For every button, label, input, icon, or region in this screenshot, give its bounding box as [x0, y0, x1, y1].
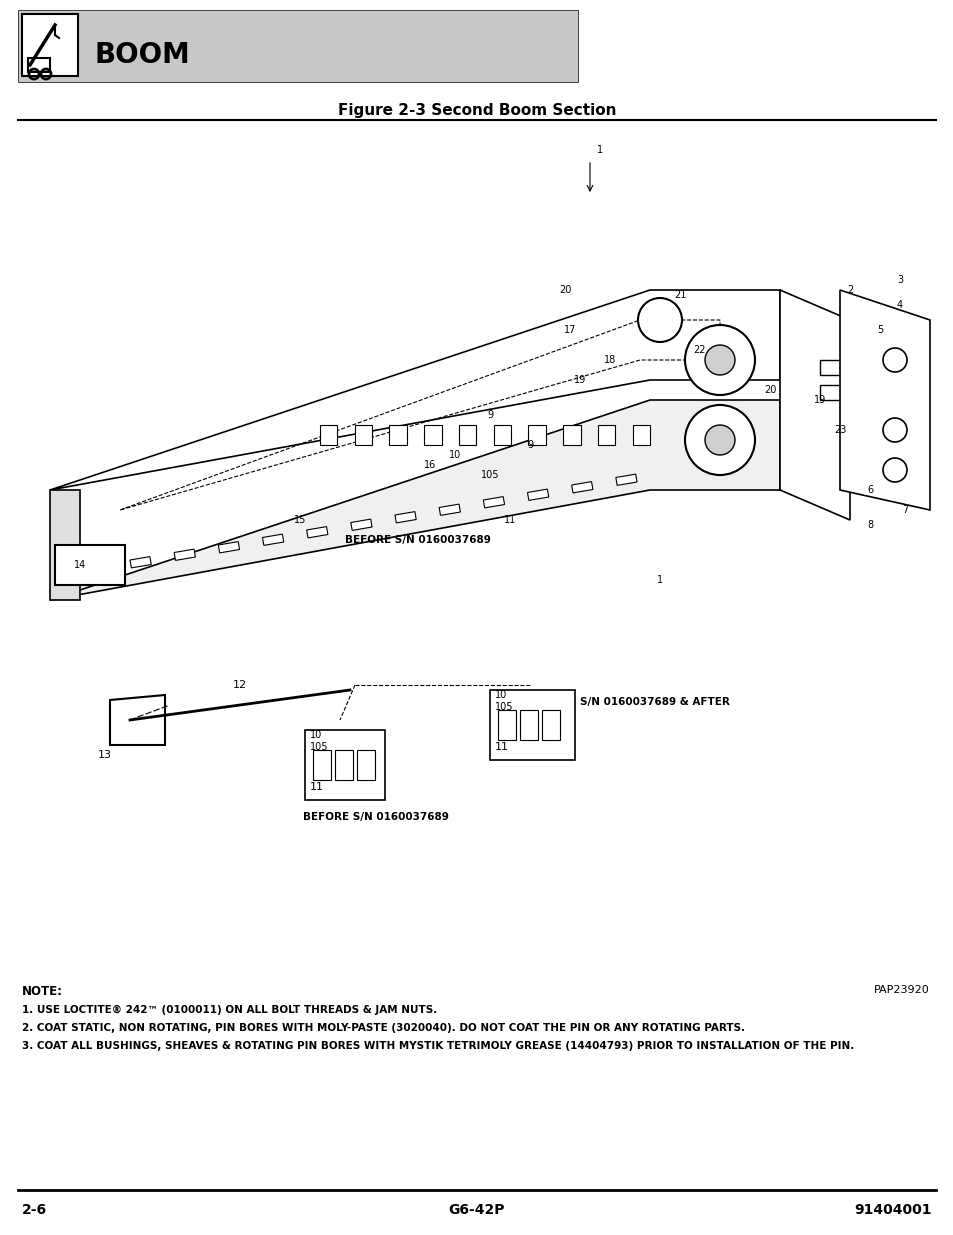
Bar [28, 58, 50, 72]
Bar [218, 542, 239, 553]
Polygon shape [50, 290, 780, 490]
Bar [493, 425, 511, 445]
Bar [335, 750, 353, 781]
Text: 12: 12 [233, 680, 247, 690]
Bar [616, 474, 637, 485]
Text: 2. COAT STATIC, NON ROTATING, PIN BORES WITH MOLY-PASTE (3020040). DO NOT COAT T: 2. COAT STATIC, NON ROTATING, PIN BORES … [22, 1023, 744, 1032]
Bar [562, 425, 580, 445]
Text: 11: 11 [503, 515, 516, 525]
Bar [351, 519, 372, 530]
Bar [571, 482, 592, 493]
Text: 11: 11 [310, 782, 324, 792]
Circle shape [882, 348, 906, 372]
Text: 6: 6 [866, 485, 872, 495]
Text: PAP23920: PAP23920 [873, 986, 929, 995]
Text: BEFORE S/N 0160037689: BEFORE S/N 0160037689 [345, 535, 491, 545]
Text: 10: 10 [495, 690, 507, 700]
Text: 16: 16 [423, 459, 436, 471]
Text: 13: 13 [98, 750, 112, 760]
Circle shape [704, 425, 734, 454]
Bar [483, 496, 504, 508]
Text: 9: 9 [486, 410, 493, 420]
Text: 1. USE LOCTITE® 242™ (0100011) ON ALL BOLT THREADS & JAM NUTS.: 1. USE LOCTITE® 242™ (0100011) ON ALL BO… [22, 1005, 436, 1015]
Bar [356, 750, 375, 781]
Text: 19: 19 [574, 375, 585, 385]
Text: 9: 9 [526, 440, 533, 450]
Bar [306, 526, 328, 538]
Text: 1: 1 [657, 576, 662, 585]
Text: 105: 105 [310, 742, 328, 752]
Bar [319, 425, 337, 445]
Bar [355, 425, 372, 445]
Text: 91404001: 91404001 [854, 1203, 931, 1216]
Text: 2-6: 2-6 [22, 1203, 47, 1216]
Text: 14: 14 [73, 559, 86, 571]
Text: 8: 8 [866, 520, 872, 530]
Circle shape [882, 458, 906, 482]
Bar [632, 425, 649, 445]
Circle shape [684, 405, 754, 475]
Bar [130, 557, 152, 568]
Polygon shape [50, 490, 80, 600]
Bar [519, 710, 537, 740]
Polygon shape [50, 400, 780, 600]
Circle shape [684, 325, 754, 395]
Bar [22, 14, 78, 77]
Text: 105: 105 [480, 471, 498, 480]
Text: 3: 3 [896, 275, 902, 285]
Text: G6-42P: G6-42P [448, 1203, 505, 1216]
Text: NOTE:: NOTE: [22, 986, 63, 998]
Bar [458, 425, 476, 445]
Text: 21: 21 [673, 290, 685, 300]
Text: 4: 4 [896, 300, 902, 310]
Text: 15: 15 [294, 515, 306, 525]
Bar [528, 425, 545, 445]
Text: 11: 11 [495, 742, 509, 752]
Text: 10: 10 [310, 730, 322, 740]
Text: 18: 18 [603, 354, 616, 366]
Text: 7: 7 [901, 505, 907, 515]
Text: 5: 5 [876, 325, 882, 335]
Text: 20: 20 [763, 385, 776, 395]
Text: 17: 17 [563, 325, 576, 335]
Text: BEFORE S/N 0160037689: BEFORE S/N 0160037689 [303, 811, 449, 823]
Bar [55, 545, 125, 585]
Bar [18, 10, 578, 82]
Bar [527, 489, 548, 500]
Text: 2: 2 [846, 285, 852, 295]
Polygon shape [110, 695, 165, 745]
Circle shape [704, 345, 734, 375]
Bar [174, 550, 195, 561]
Text: 10: 10 [449, 450, 460, 459]
Text: 3. COAT ALL BUSHINGS, SHEAVES & ROTATING PIN BORES WITH MYSTIK TETRIMOLY GREASE : 3. COAT ALL BUSHINGS, SHEAVES & ROTATING… [22, 1041, 853, 1051]
Text: 22: 22 [693, 345, 705, 354]
Polygon shape [780, 290, 849, 520]
Bar [305, 730, 385, 800]
Text: 23: 23 [833, 425, 845, 435]
Bar [424, 425, 441, 445]
Bar [262, 534, 283, 546]
Circle shape [638, 298, 681, 342]
Text: 20: 20 [558, 285, 571, 295]
Text: Figure 2-3 Second Boom Section: Figure 2-3 Second Boom Section [337, 103, 616, 117]
Bar [598, 425, 615, 445]
Circle shape [882, 417, 906, 442]
Bar [313, 750, 331, 781]
Text: BOOM: BOOM [95, 41, 191, 69]
Bar [820, 385, 879, 400]
Polygon shape [840, 290, 929, 510]
Bar [395, 511, 416, 522]
Bar [389, 425, 406, 445]
Bar [497, 710, 516, 740]
Bar [438, 504, 460, 515]
Text: 105: 105 [495, 701, 513, 713]
Text: 1: 1 [597, 144, 602, 156]
Bar [490, 690, 575, 760]
Bar [820, 359, 879, 375]
Text: S/N 0160037689 & AFTER: S/N 0160037689 & AFTER [579, 697, 729, 706]
Bar [541, 710, 559, 740]
Text: 19: 19 [813, 395, 825, 405]
